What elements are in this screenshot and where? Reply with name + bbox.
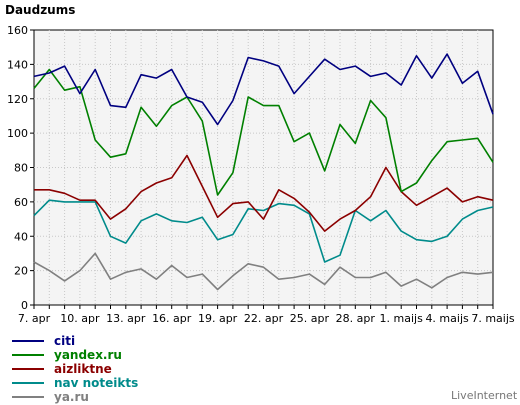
x-tick-label: 22. apr <box>244 312 284 325</box>
x-tick-label: 7. maijs <box>471 312 515 325</box>
legend-label: citi <box>54 334 75 348</box>
series-line-ya-ru <box>33 252 494 291</box>
x-tick-label: 28. apr <box>336 312 376 325</box>
y-tick-label: 100 <box>7 127 28 140</box>
x-tick-label: 16. apr <box>152 312 192 325</box>
legend-label: nav noteikts <box>54 376 138 390</box>
y-tick-label: 60 <box>14 196 28 209</box>
legend-label: ya.ru <box>54 390 89 404</box>
x-tick-label: 7. apr <box>18 312 51 325</box>
y-tick-label: 140 <box>7 58 28 71</box>
chart-title: Daudzums <box>5 3 75 17</box>
x-tick-label: 13. apr <box>106 312 146 325</box>
y-tick-label: 120 <box>7 93 28 106</box>
series-line-citi <box>33 53 494 126</box>
x-tick-label: 25. apr <box>290 312 330 325</box>
y-tick-label: 0 <box>21 299 28 312</box>
series-line-nav-noteikts <box>33 199 494 263</box>
y-tick-label: 80 <box>14 162 28 175</box>
series-line-aizliktne <box>34 154 494 232</box>
x-tick-label: 1. maijs <box>380 312 424 325</box>
brand-label: LiveInternet <box>451 389 518 402</box>
y-tick-label: 160 <box>7 24 28 37</box>
plot-area: 0 20 40 60 80 100 120 140 160 7. apr 10. apr 13. ap… <box>7 24 515 325</box>
x-tick-label: 19. apr <box>198 312 238 325</box>
x-tick-label: 4. maijs <box>425 312 469 325</box>
legend-label: aizliktne <box>54 362 112 376</box>
y-tick-label: 20 <box>14 265 28 278</box>
legend-label: yandex.ru <box>54 348 122 362</box>
x-tick-label: 10. apr <box>60 312 100 325</box>
series-line-yandex-ru <box>33 68 494 196</box>
y-tick-label: 40 <box>14 230 28 243</box>
